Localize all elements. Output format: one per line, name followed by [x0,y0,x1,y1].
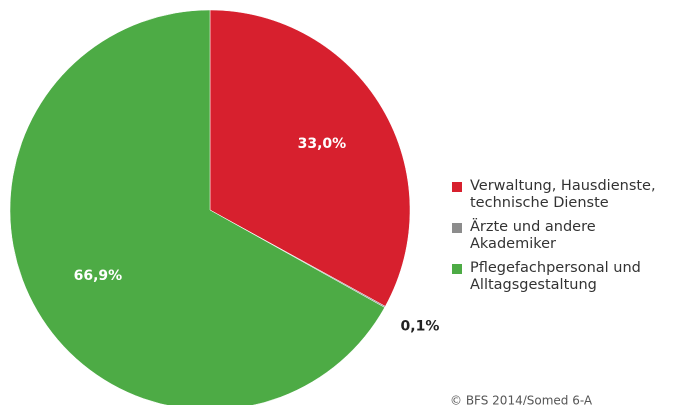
legend-swatch [452,182,462,192]
legend-label: Verwaltung, Hausdienste, technische Dien… [470,178,656,211]
legend-item: Pflegefachpersonal und Alltagsgestaltung [450,260,675,294]
legend: Verwaltung, Hausdienste, technische Dien… [450,178,675,301]
legend-label: Ärzte und andere Akademiker [470,219,596,252]
legend-swatch [452,223,462,233]
data-label: 33,0% [298,136,347,152]
legend-item: Verwaltung, Hausdienste, technische Dien… [450,178,675,212]
data-label: 66,9% [74,268,123,284]
legend-label: Pflegefachpersonal und Alltagsgestaltung [470,260,641,293]
legend-swatch [452,264,462,274]
legend-item: Ärzte und andere Akademiker [450,219,675,253]
pie-slice [9,9,385,405]
data-label: 0,1% [401,318,440,334]
pie-slice [209,9,411,307]
source: © BFS 2014/Somed 6-A [450,394,593,405]
